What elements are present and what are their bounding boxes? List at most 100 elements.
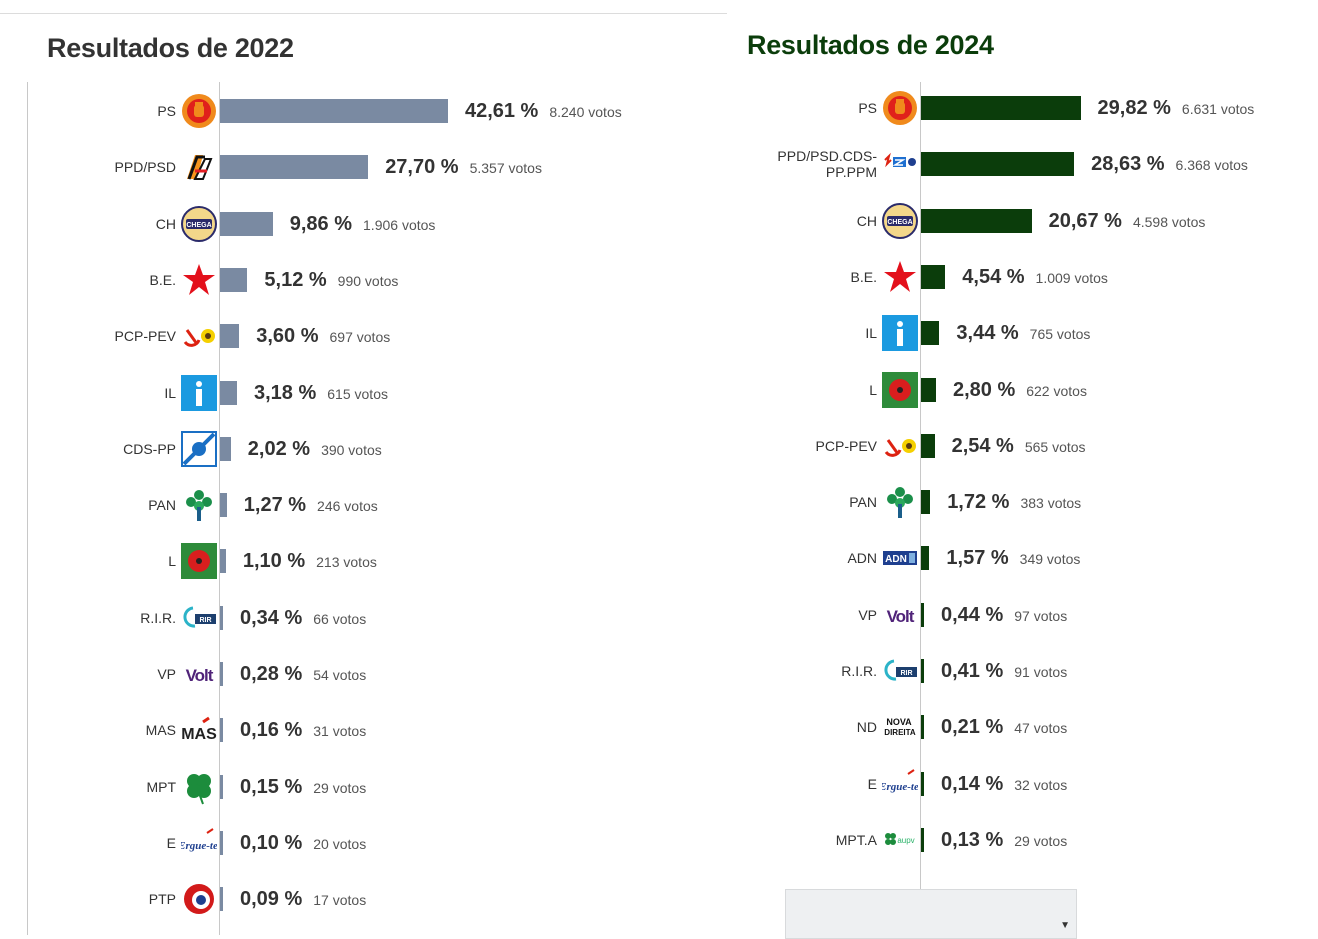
percentage-label: 0,13 % — [941, 829, 1004, 851]
chevron-down-icon: ▼ — [1060, 920, 1070, 931]
svg-text:Volt: Volt — [887, 607, 915, 626]
votes-label: 31 votos — [313, 723, 367, 739]
percentage-label: 0,44 % — [941, 604, 1004, 626]
votes-label: 91 votos — [1014, 664, 1068, 680]
chega-logo: CHEGA — [882, 203, 918, 239]
ps-logo — [882, 90, 918, 126]
bar — [220, 381, 237, 405]
axis-line-2024 — [920, 82, 921, 889]
votes-label: 213 votos — [316, 554, 377, 570]
votes-label: 990 votos — [337, 273, 399, 289]
bar — [921, 659, 924, 683]
bar-row-2024-l: L 2,80 % 622 votos — [869, 370, 1087, 410]
bar — [921, 96, 1081, 120]
bar — [220, 437, 231, 461]
votes-label: 1.009 votos — [1035, 270, 1108, 286]
votes-label: 349 votos — [1019, 551, 1081, 567]
votes-label: 390 votos — [321, 442, 382, 458]
bar-row-2022-mpt: MPT 0,15 % 29 votos — [146, 767, 366, 807]
psd-logo — [181, 149, 217, 185]
percentage-label: 29,82 % — [1097, 97, 1171, 119]
bar-row-2024-ch: CH CHEGA 20,67 % 4.598 votos — [857, 201, 1205, 241]
percentage-label: 1,10 % — [242, 550, 306, 572]
party-label: ND — [856, 719, 877, 735]
bar — [220, 775, 223, 799]
bar — [220, 324, 240, 348]
volt-logo: Volt — [882, 597, 918, 633]
percentage-label: 0,28 % — [240, 663, 303, 685]
bar — [220, 493, 227, 517]
percentage-label: 0,10 % — [240, 832, 303, 854]
results-dropdown[interactable]: ▼ — [785, 889, 1077, 939]
party-label: R.I.R. — [841, 663, 877, 679]
svg-text:aupv: aupv — [897, 836, 914, 845]
party-label: B.E. — [850, 269, 877, 285]
bar-row-2024-pcp-pev: PCP-PEV 2,54 % 565 votos — [816, 426, 1086, 466]
votes-label: 246 votos — [317, 498, 378, 514]
rir-logo: RIR — [181, 600, 217, 636]
party-label: MPT — [146, 779, 176, 795]
pan-logo — [882, 484, 918, 520]
votes-label: 6.368 votos — [1175, 157, 1248, 173]
votes-label: 17 votos — [313, 892, 367, 908]
bar-row-2024-adn: ADN ADN 1,57 % 349 votos — [847, 538, 1080, 578]
nova-direita-logo: NOVA DIREITA — [882, 709, 918, 745]
party-label: IL — [164, 385, 176, 401]
percentage-label: 3,18 % — [254, 382, 317, 404]
party-label: E — [867, 776, 877, 792]
bar — [220, 887, 223, 911]
svg-text:Volt: Volt — [186, 666, 214, 685]
adn-logo: ADN — [882, 540, 918, 576]
chart-title-2024: Resultados de 2024 — [747, 30, 994, 60]
bar-row-2022-il: IL 3,18 % 615 votos — [164, 373, 388, 413]
svg-text:Ergue-te: Ergue-te — [882, 781, 918, 793]
bar-row-2022-ps: PS 42,61 % 8.240 votos — [157, 91, 622, 131]
votes-label: 20 votos — [313, 836, 367, 852]
bar — [220, 212, 273, 236]
bar-row-2022-ppd-psd: PPD/PSD 27,70 % 5.357 votos — [115, 147, 542, 187]
mpt-alianca-logo: aupv — [882, 822, 918, 858]
bar — [921, 434, 935, 458]
bar — [921, 772, 924, 796]
bar-row-2024-ps: PS 29,82 % 6.631 votos — [858, 88, 1254, 128]
mas-logo: MAS — [181, 712, 217, 748]
percentage-label: 42,61 % — [464, 100, 539, 122]
percentage-label: 0,34 % — [240, 607, 303, 629]
bar — [220, 831, 223, 855]
votes-label: 66 votos — [313, 611, 367, 627]
mpt-logo — [181, 769, 217, 805]
party-label: R.I.R. — [140, 610, 176, 626]
cds-pp-logo — [181, 431, 217, 467]
bar — [220, 155, 369, 179]
bar-row-2022-l: L 1,10 % 213 votos — [168, 541, 377, 581]
ergue-te-logo: Ergue-te — [177, 825, 218, 861]
party-label: L — [869, 382, 877, 398]
percentage-label: 2,54 % — [951, 435, 1014, 457]
bar-row-2024-pan: PAN 1,72 % 383 votos — [849, 482, 1081, 522]
bar — [220, 99, 448, 123]
svg-text:RIR: RIR — [199, 617, 211, 624]
bar — [921, 152, 1075, 176]
party-label: CDS-PP — [123, 441, 176, 457]
svg-text:MAS: MAS — [181, 726, 217, 743]
svg-text:NOVA: NOVA — [886, 717, 912, 727]
il-logo — [181, 375, 217, 411]
bar-row-2024-e: E Ergue-te 0,14 % 32 votos — [868, 764, 1067, 804]
pcp-pev-logo — [882, 428, 918, 464]
volt-logo: Volt — [181, 656, 217, 692]
livre-logo — [181, 543, 217, 579]
bar-row-2024-r-i-r: R.I.R. RIR 0,41 % 91 votos — [841, 651, 1067, 691]
percentage-label: 0,41 % — [941, 660, 1004, 682]
votes-label: 4.598 votos — [1132, 214, 1206, 230]
bar-row-2024-vp: VP Volt 0,44 % 97 votos — [858, 595, 1067, 635]
bar-row-2024-ppd-psd-cds-pp-ppm: PPD/PSD.CDS-PP.PPM 28,63 % 6.368 votos — [777, 144, 1248, 184]
ps-logo — [181, 93, 217, 129]
votes-label: 697 votos — [329, 329, 391, 345]
percentage-label: 0,14 % — [941, 773, 1004, 795]
party-label: PS — [858, 100, 877, 116]
percentage-label: 0,09 % — [240, 888, 303, 910]
svg-text:DIREITA: DIREITA — [884, 728, 916, 737]
percentage-label: 3,44 % — [956, 322, 1019, 344]
party-label: L — [168, 553, 176, 569]
bar-row-2022-r-i-r: R.I.R. RIR 0,34 % 66 votos — [140, 598, 366, 638]
